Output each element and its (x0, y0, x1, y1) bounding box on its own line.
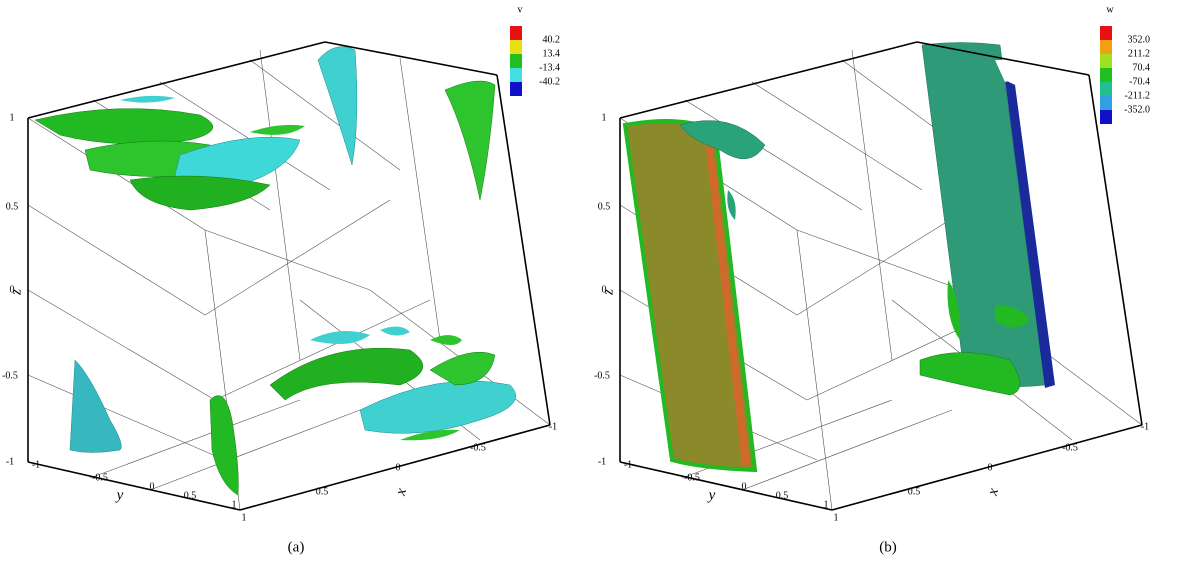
y-tick-label: 0 (150, 481, 155, 492)
y-tick-label: 0.5 (776, 490, 789, 501)
x-tick-label: 1 (242, 512, 247, 523)
y-tick-label: -0.5 (92, 472, 108, 483)
y-tick-label: 0.5 (184, 490, 197, 501)
legend-label: 40.2 (543, 34, 561, 45)
legend-swatch (1100, 26, 1112, 40)
y-tick-label: 0 (742, 481, 747, 492)
x-tick-label: -0.5 (1062, 442, 1078, 453)
legend-label: 70.4 (1133, 62, 1151, 73)
isosurfaces (625, 43, 1055, 471)
y-tick-label: -1 (32, 459, 40, 470)
legend-swatch (1100, 110, 1112, 124)
panel-a (28, 42, 550, 510)
z-tick-label: 1 (602, 112, 607, 123)
legend-swatch (1100, 96, 1112, 110)
legend-swatch (1100, 82, 1112, 96)
x-tick-label: 0 (396, 462, 401, 473)
z-axis-title: z (8, 289, 24, 296)
legend-title: v (518, 4, 523, 15)
y-tick-label: 1 (232, 499, 237, 510)
x-tick-label: 0.5 (316, 486, 329, 497)
legend-title: w (1106, 4, 1114, 15)
isosurfaces (35, 47, 516, 495)
y-axis-title: y (707, 487, 716, 503)
z-axis-title: z (600, 289, 616, 296)
y-tick-label: 1 (824, 499, 829, 510)
legend-label: -211.2 (1125, 90, 1150, 101)
z-tick-label: -1 (6, 456, 14, 467)
figure: (a) v 40.2 13.4 -13.4 -40.2 1 0.5 0 -0.5 -1 -1 -0.5 0… (0, 0, 1180, 564)
panel-b (620, 42, 1142, 510)
x-tick-label: 0.5 (908, 486, 921, 497)
legend-swatch (1100, 54, 1112, 68)
x-tick-label: 1 (834, 512, 839, 523)
legend-label: -70.4 (1129, 76, 1150, 87)
y-axis-title: y (115, 487, 124, 503)
caption: (b) (879, 539, 897, 555)
x-tick-label: -1 (549, 421, 557, 432)
legend-swatch (510, 68, 522, 82)
legend-label: 352.0 (1128, 34, 1151, 45)
legend-swatch (510, 40, 522, 54)
x-tick-label: -1 (1141, 421, 1149, 432)
legend-label: -13.4 (539, 62, 560, 73)
legend-swatch (510, 54, 522, 68)
y-tick-label: -0.5 (684, 472, 700, 483)
legend-swatch (1100, 40, 1112, 54)
z-tick-label: 0.5 (598, 201, 611, 212)
z-tick-label: -1 (598, 456, 606, 467)
x-tick-label: -0.5 (470, 442, 486, 453)
x-axis-title: x (985, 486, 1003, 498)
legend-swatch (1100, 68, 1112, 82)
legend-label: 13.4 (543, 48, 561, 59)
x-axis-title: x (393, 486, 411, 498)
legend-swatch (510, 26, 522, 40)
z-tick-label: -0.5 (594, 370, 610, 381)
x-tick-label: 0 (988, 462, 993, 473)
y-tick-label: -1 (624, 459, 632, 470)
z-tick-label: 0.5 (6, 201, 19, 212)
z-tick-label: 1 (10, 112, 15, 123)
legend-swatch (510, 82, 522, 96)
legend-label: -40.2 (539, 76, 560, 87)
caption: (a) (288, 539, 305, 555)
z-tick-label: -0.5 (2, 370, 18, 381)
legend-label: 211.2 (1128, 48, 1150, 59)
legend-label: -352.0 (1124, 104, 1150, 115)
